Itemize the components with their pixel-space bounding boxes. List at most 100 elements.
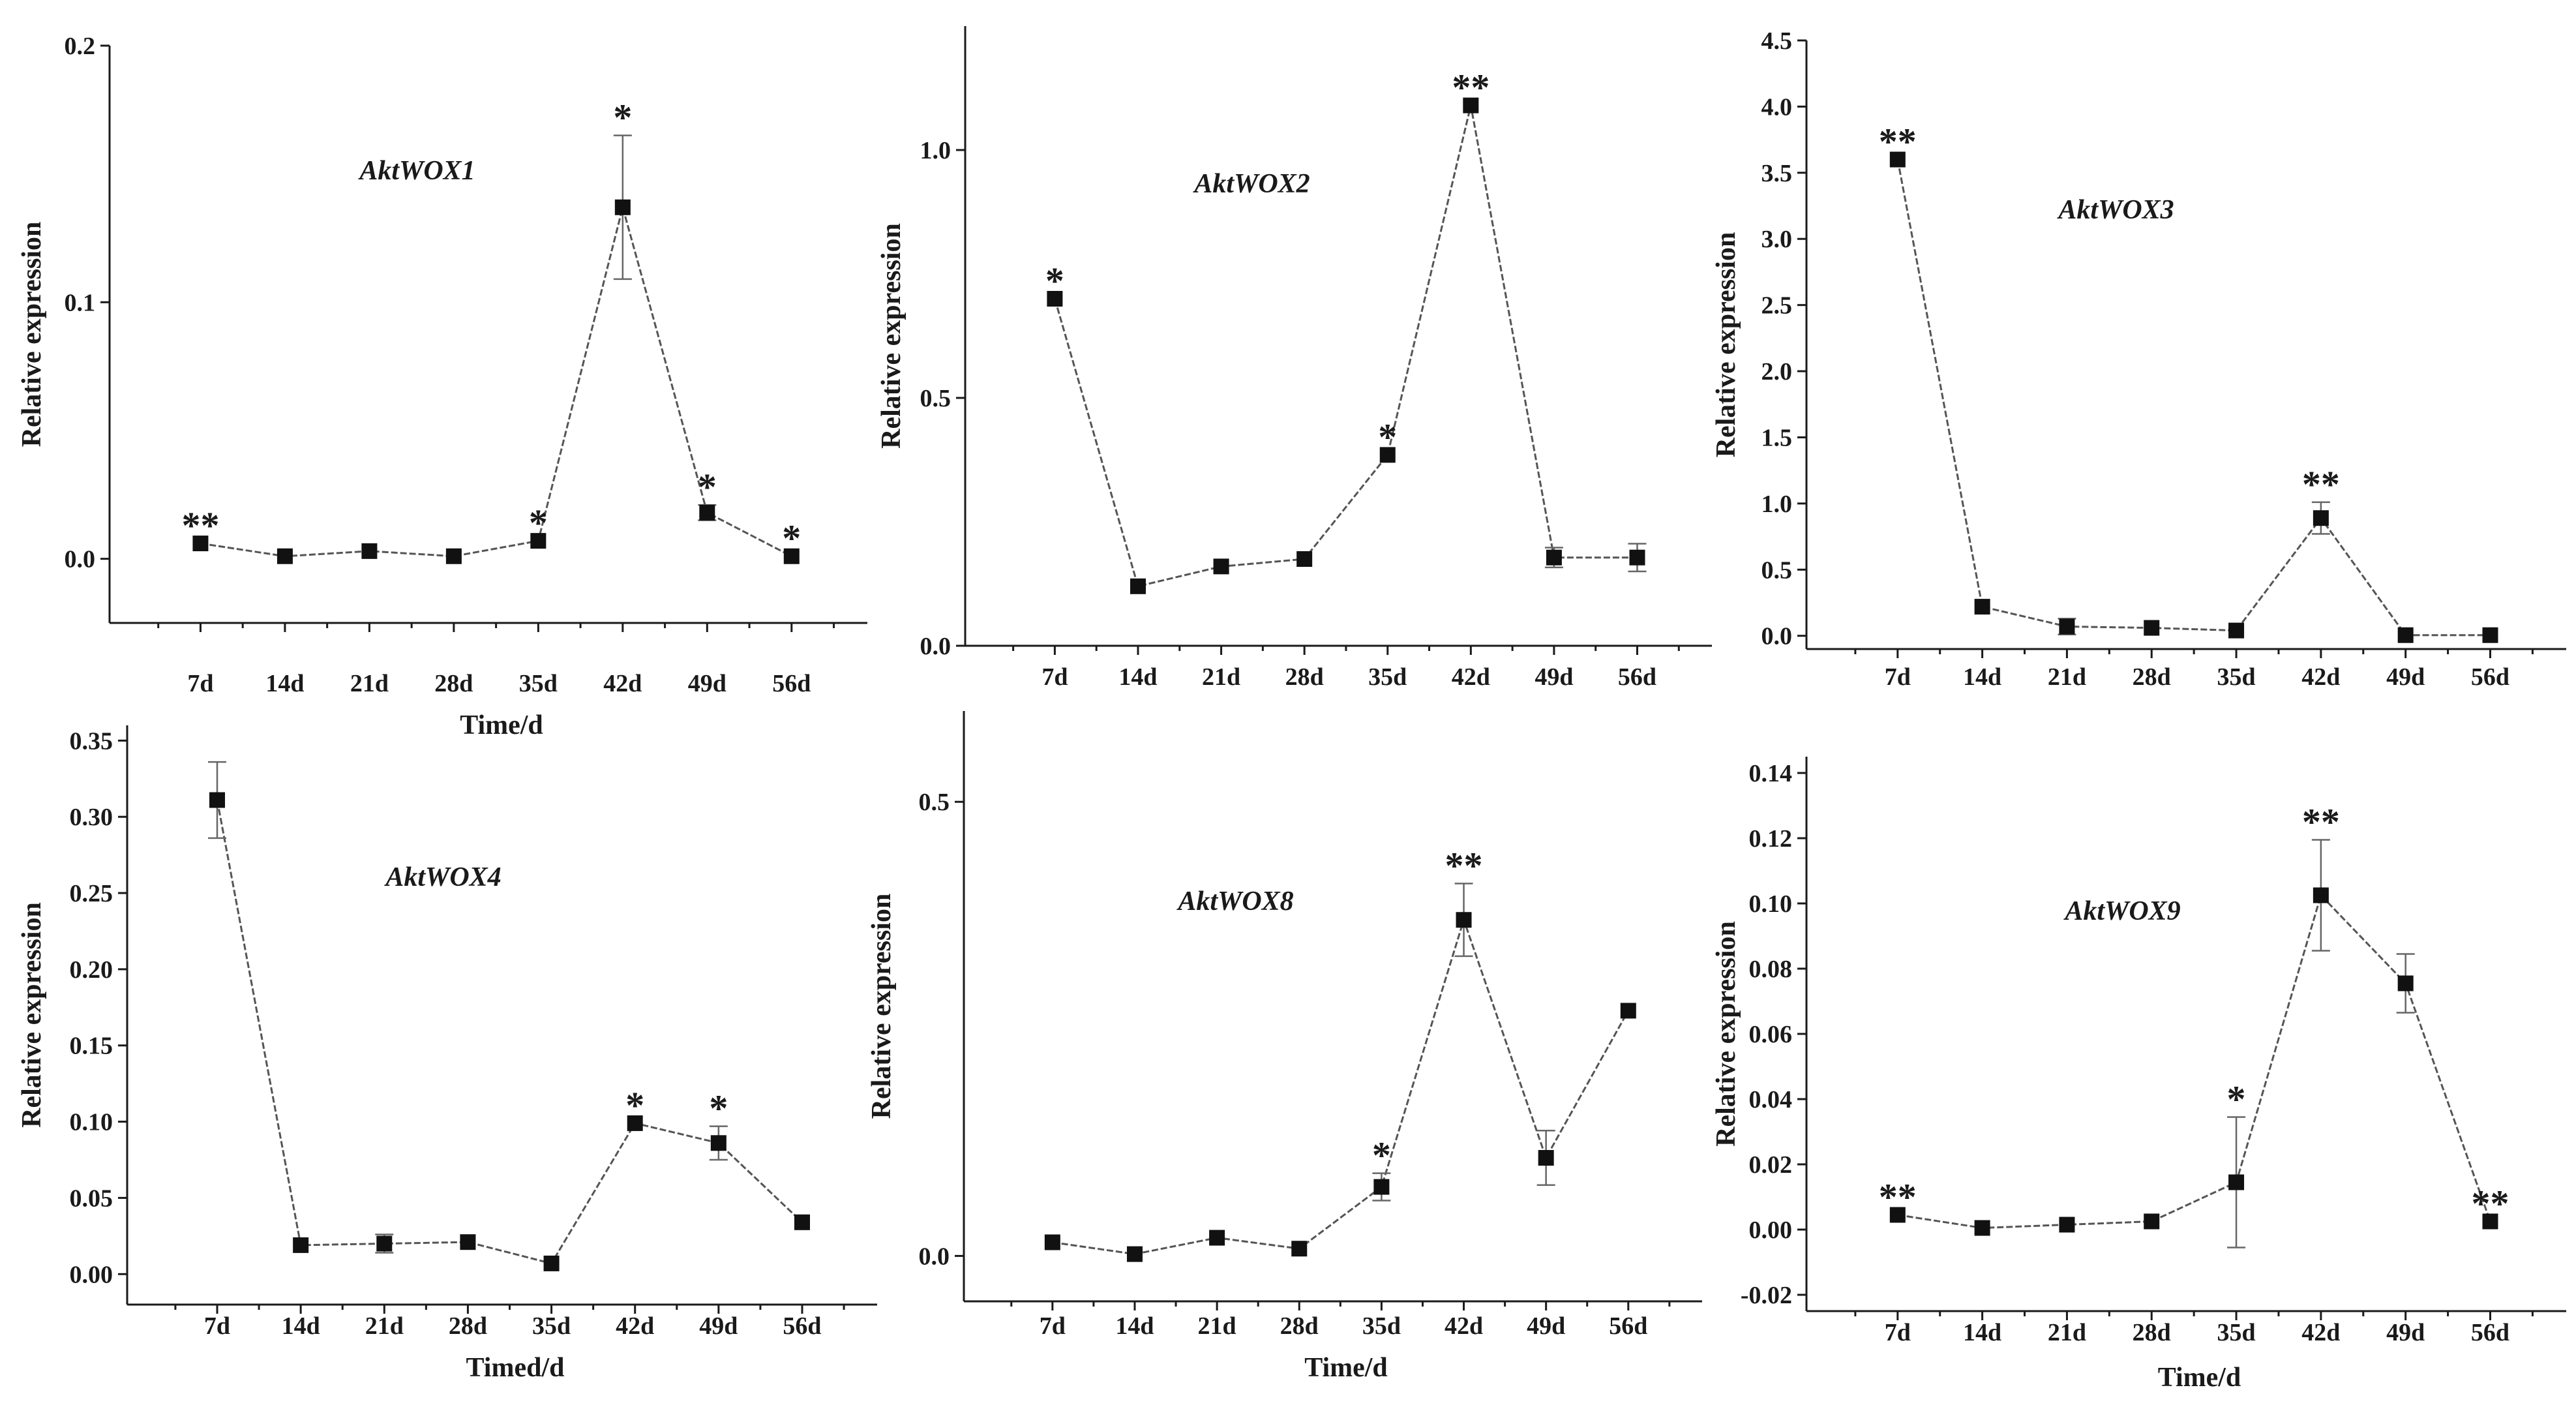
x-tick-label: 49d: [688, 670, 726, 697]
y-tick-label: 1.5: [1761, 424, 1793, 451]
y-tick-label: 0.0: [65, 546, 96, 573]
y-tick-label: 0.08: [1749, 956, 1793, 983]
x-tick-label: 21d: [2048, 1319, 2086, 1346]
significance-star: *: [625, 1084, 644, 1127]
x-tick-label: 28d: [2133, 663, 2171, 691]
x-tick-label: 14d: [1963, 1319, 2001, 1346]
y-tick-label: 0.25: [70, 880, 113, 907]
data-point-marker: [1126, 1246, 1143, 1262]
data-point-marker: [2228, 622, 2245, 639]
data-point-marker: [2482, 627, 2498, 643]
data-point-marker: [445, 548, 462, 564]
chart-panel-aktwox4: 0.00 0.05 0.10 0.15 0.20 0.25 0.30 0.35 7d 14d 21d…: [17, 725, 877, 1383]
x-tick-label: 7d: [187, 670, 213, 697]
significance-star: **: [2302, 801, 2340, 843]
x-tick-label: 42d: [1445, 1312, 1483, 1340]
data-point-marker: [1209, 1230, 1225, 1246]
y-axis-title: Relative expression: [876, 223, 906, 449]
y-tick-label: 0.0: [1761, 623, 1793, 650]
x-tick-label: 56d: [772, 670, 811, 697]
series-line: [1896, 159, 2491, 637]
x-tick-label: 28d: [1280, 1312, 1319, 1340]
x-tick-label: 35d: [2217, 663, 2255, 691]
x-tick-label: 28d: [1285, 663, 1324, 691]
x-tick-label: 14d: [1115, 1312, 1154, 1340]
data-point-marker: [1047, 291, 1063, 307]
significance-star: **: [2472, 1183, 2509, 1225]
data-point-marker: [2482, 1213, 2498, 1230]
x-tick-label: 42d: [2301, 1319, 2340, 1346]
y-tick-label: 0.2: [65, 33, 96, 60]
gene-title: AktWOX1: [357, 156, 475, 186]
significance-star: **: [1452, 67, 1490, 109]
x-tick-label: 14d: [265, 670, 304, 697]
significance-star: *: [698, 466, 717, 508]
data-point-marker: [460, 1234, 476, 1250]
x-tick-label: 49d: [1535, 663, 1573, 691]
y-axis-title: Relative expression: [17, 902, 47, 1128]
data-point-marker: [1044, 1234, 1060, 1250]
data-point-marker: [2228, 1174, 2245, 1190]
significance-star: *: [529, 502, 548, 544]
x-tick-label: 21d: [350, 670, 389, 697]
data-point-marker: [710, 1135, 726, 1151]
chart-panel-aktwox3: 0.0 0.5 1.0 1.5 2.0 2.5 3.0 3.5 4.0 4.5 7d 14d 21d 28…: [1711, 27, 2566, 691]
x-tick-label: 56d: [1618, 663, 1656, 691]
x-tick-label: 35d: [2217, 1319, 2255, 1346]
x-tick-label: 14d: [1963, 663, 2001, 691]
significance-star: *: [1045, 260, 1064, 302]
x-tick-label: 21d: [365, 1312, 404, 1340]
y-tick-label: 0.0: [920, 633, 951, 660]
y-tick-label: 1.0: [1761, 491, 1793, 518]
y-tick-label: 3.5: [1761, 160, 1793, 187]
data-point-marker: [1974, 1220, 1990, 1236]
x-tick-label: 28d: [2133, 1319, 2171, 1346]
y-tick-label: 0.35: [70, 727, 113, 755]
x-tick-label: 21d: [1202, 663, 1240, 691]
y-axis-title: Relative expression: [867, 894, 897, 1119]
y-tick-label: 0.10: [1749, 890, 1793, 918]
chart-panel-aktwox1: 0.0 0.1 0.2 7d 14d 21d 28d 35d 42d 49d 56d Relative…: [17, 33, 867, 740]
significance-star: **: [2302, 463, 2340, 506]
x-tick-label: 28d: [449, 1312, 487, 1340]
series-line: [216, 800, 803, 1265]
x-tick-label: 49d: [699, 1312, 738, 1340]
gene-title: AktWOX3: [2056, 195, 2174, 225]
data-point-marker: [1546, 549, 1562, 566]
gene-title: AktWOX2: [1192, 169, 1310, 199]
significance-star: **: [181, 504, 219, 547]
x-tick-label: 42d: [1452, 663, 1490, 691]
data-point-marker: [794, 1214, 810, 1230]
y-tick-label: 0.10: [70, 1109, 113, 1136]
data-point-marker: [1463, 97, 1479, 113]
x-tick-label: 42d: [603, 670, 642, 697]
data-point-marker: [530, 533, 547, 549]
data-point-marker: [543, 1255, 560, 1271]
y-tick-label: 4.5: [1761, 27, 1793, 55]
data-point-marker: [1213, 558, 1229, 575]
y-axis-title: Relative expression: [17, 222, 47, 447]
significance-star: *: [1378, 416, 1397, 458]
x-tick-label: 56d: [783, 1312, 821, 1340]
y-axis-title: Relative expression: [1711, 232, 1741, 458]
gene-title: AktWOX9: [2063, 896, 2180, 926]
chart-panel-aktwox2: 0.0 0.5 1.0 7d 14d 21d 28d 35d 42d 49d 56d Relative…: [876, 26, 1712, 691]
gene-title: AktWOX8: [1176, 886, 1293, 916]
significance-star: **: [1445, 845, 1483, 887]
series-line: [1897, 893, 2491, 1230]
data-point-marker: [1291, 1241, 1308, 1257]
data-point-marker: [277, 548, 293, 564]
chart-panel-aktwox8: 0.0 0.5 7d 14d 21d 28d 35d 42d 49d 56d Relative ex…: [867, 711, 1702, 1383]
data-point-marker: [192, 536, 209, 552]
y-tick-label: 0.0: [919, 1243, 950, 1270]
y-tick-label: 0.5: [919, 789, 950, 816]
x-tick-label: 35d: [1362, 1312, 1401, 1340]
x-axis-title: Time/d: [1304, 1353, 1388, 1383]
x-tick-label: 14d: [282, 1312, 320, 1340]
data-point-marker: [2397, 627, 2414, 643]
x-tick-label: 7d: [1041, 663, 1068, 691]
x-tick-label: 42d: [2301, 663, 2340, 691]
y-axis-title: Relative expression: [1711, 921, 1741, 1147]
y-tick-label: 0.30: [70, 804, 113, 831]
